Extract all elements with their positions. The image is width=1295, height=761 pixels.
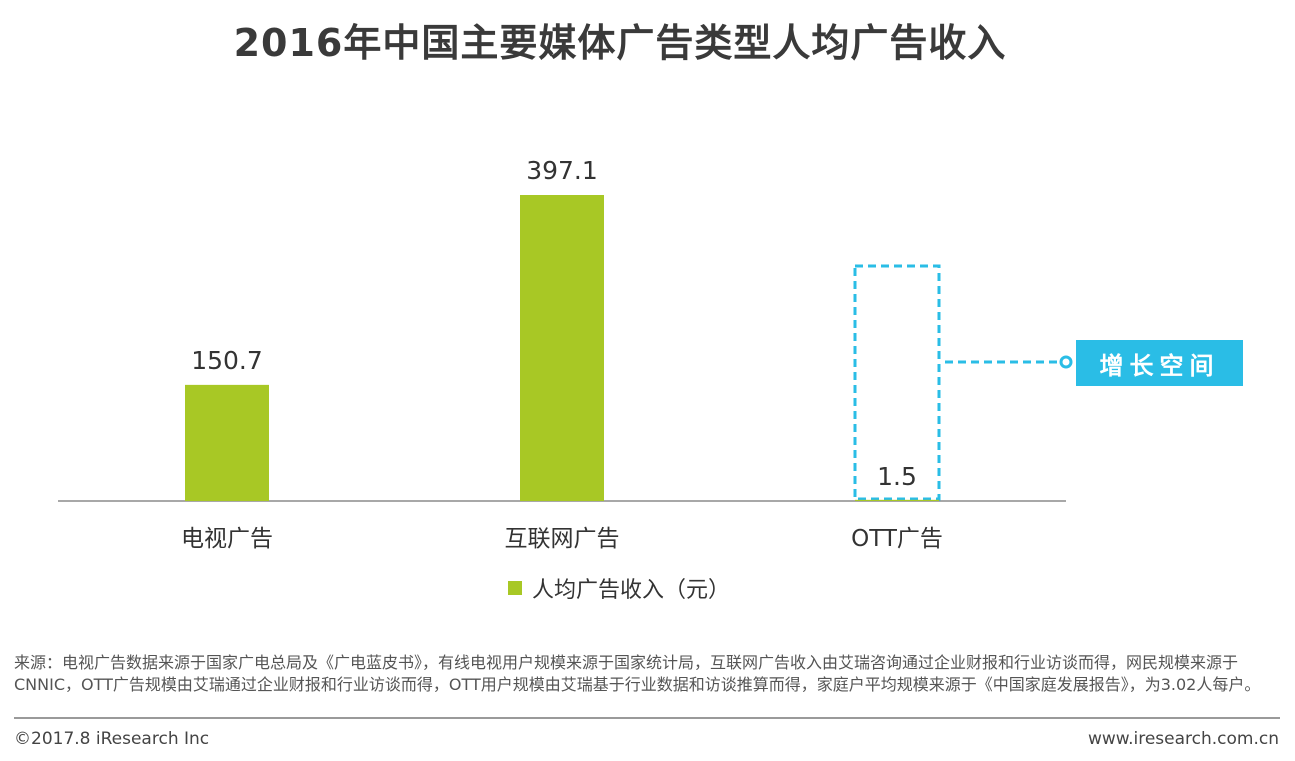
category-label-2: OTT广告: [851, 526, 943, 552]
legend: 人均广告收入（元）: [508, 572, 730, 604]
bar-value-label-0: 150.7: [191, 346, 263, 375]
bar-value-label-1: 397.1: [526, 156, 598, 185]
website-link[interactable]: www.iresearch.com.cn: [1087, 729, 1279, 749]
category-label-1: 互联网广告: [505, 526, 620, 552]
legend-label: 人均广告收入（元）: [532, 578, 731, 603]
footer-divider: [14, 717, 1280, 719]
legend-swatch: [508, 581, 522, 595]
bar-2: [855, 499, 939, 501]
chart-title: 2016年中国主要媒体广告类型人均广告收入: [233, 21, 1007, 65]
growth-space-callout: 增长空间: [1076, 340, 1243, 386]
source-note: 来源：电视广告数据来源于国家广电总局及《广电蓝皮书》，有线电视用户规模来源于国家…: [14, 653, 1261, 694]
bar-chart: 150.7 电视广告 397.1 互联网广告 1.5 OTT广告: [58, 156, 1073, 552]
copyright: ©2017.8 iResearch Inc: [14, 729, 210, 749]
growth-space-dashed-box: [853, 264, 941, 501]
bar-0: [185, 384, 269, 501]
bar-value-label-2: 1.5: [877, 462, 917, 491]
category-label-0: 电视广告: [181, 526, 273, 552]
bar-1: [520, 195, 604, 501]
callout-connector-dot: [1059, 355, 1073, 369]
